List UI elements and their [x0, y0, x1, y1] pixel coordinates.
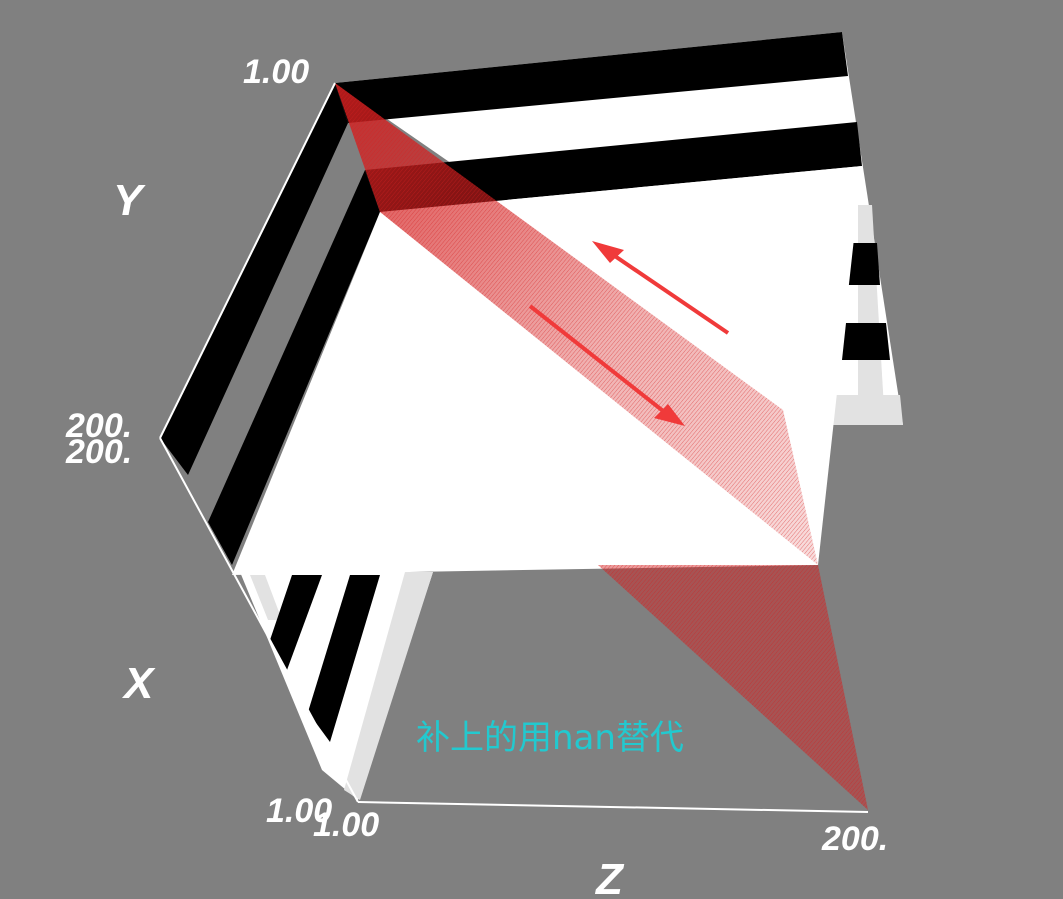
red-slice	[335, 83, 868, 810]
y-axis-min-tick: 200.	[65, 407, 132, 445]
x-axis-min-tick: 1.00	[266, 792, 332, 830]
arrow-upper	[604, 248, 730, 335]
left-stripes	[160, 83, 380, 565]
x-axis-max-tick: 200.	[65, 433, 132, 471]
top-stripes	[335, 32, 862, 212]
z-axis-min-tick: 1.00	[313, 806, 379, 844]
arrow-upper-head-icon	[592, 241, 624, 263]
red-arrows	[528, 241, 730, 426]
x-axis-label: X	[121, 659, 156, 708]
z-axis-label: Z	[594, 855, 625, 899]
arrow-lower-head-icon	[654, 404, 685, 426]
z-axis-max-tick: 200.	[821, 820, 888, 858]
y-axis-max-tick: 1.00	[243, 53, 309, 91]
axis-lines	[159, 82, 869, 813]
y-axis-label: Y	[113, 176, 146, 225]
arrow-lower	[528, 304, 674, 420]
lower-stripes	[240, 572, 433, 800]
annotation-text: 补上的用nan替代	[416, 718, 684, 758]
